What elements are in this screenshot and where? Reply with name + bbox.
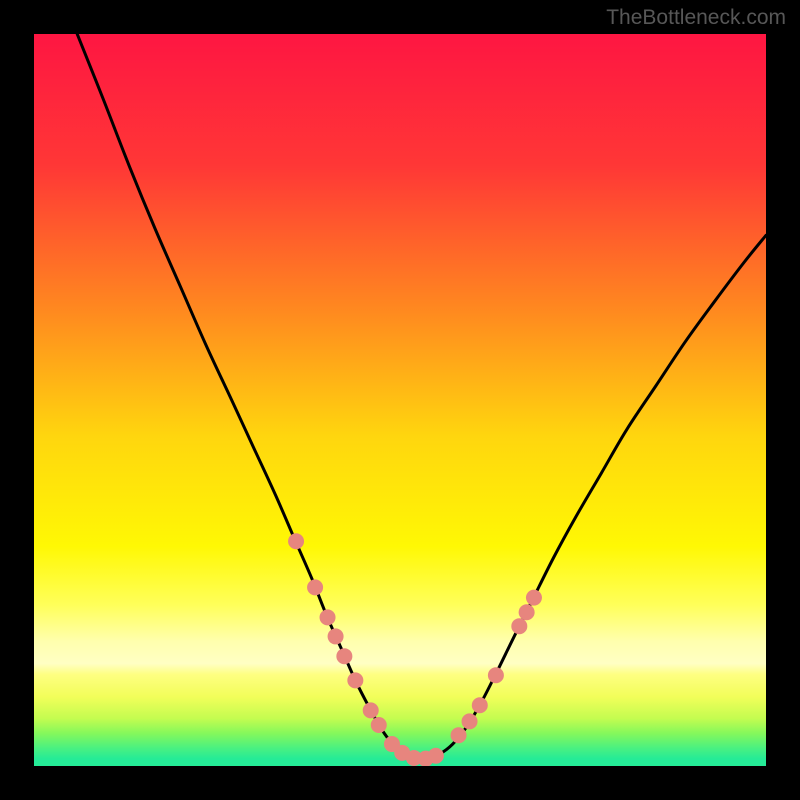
curve-left-curve bbox=[77, 34, 425, 759]
curve-right-curve bbox=[426, 235, 766, 758]
curve-marker bbox=[451, 727, 467, 743]
curve-marker bbox=[519, 604, 535, 620]
curve-marker bbox=[488, 667, 504, 683]
curve-marker bbox=[288, 533, 304, 549]
curve-marker bbox=[462, 713, 478, 729]
chart-curves bbox=[34, 34, 766, 766]
curve-marker bbox=[428, 748, 444, 764]
curve-marker bbox=[472, 697, 488, 713]
plot-area bbox=[34, 34, 766, 766]
curve-marker bbox=[336, 648, 352, 664]
curve-marker bbox=[307, 579, 323, 595]
curve-marker bbox=[526, 590, 542, 606]
curve-marker bbox=[363, 702, 379, 718]
curve-marker bbox=[347, 672, 363, 688]
curve-marker bbox=[371, 717, 387, 733]
curve-marker bbox=[511, 618, 527, 634]
watermark-text: TheBottleneck.com bbox=[606, 6, 786, 30]
curve-marker bbox=[328, 628, 344, 644]
curve-marker bbox=[320, 609, 336, 625]
